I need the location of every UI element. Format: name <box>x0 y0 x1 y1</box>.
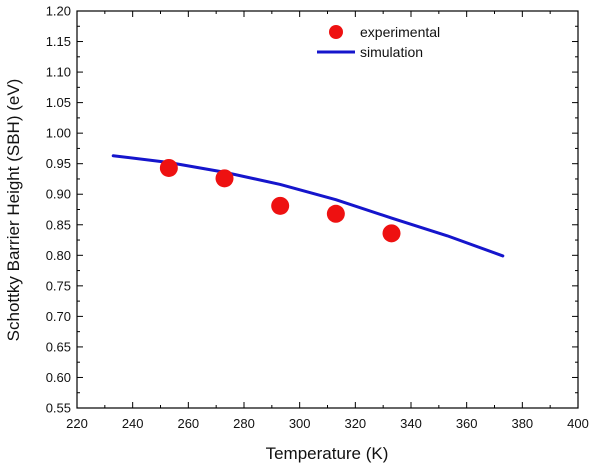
y-tick-label: 0.65 <box>46 339 71 354</box>
x-ticks: 220 240 260 280 300 320 340 360 380 400 <box>66 11 589 431</box>
x-tick-label: 340 <box>400 416 422 431</box>
x-tick-label: 380 <box>511 416 533 431</box>
x-tick-label: 360 <box>456 416 478 431</box>
y-tick-label: 0.80 <box>46 248 71 263</box>
y-tick-label: 0.95 <box>46 156 71 171</box>
legend-simulation-label: simulation <box>360 44 423 60</box>
legend: experimental simulation <box>317 24 440 60</box>
x-tick-label: 240 <box>122 416 144 431</box>
simulation-line <box>111 154 505 258</box>
x-tick-label: 220 <box>66 416 88 431</box>
x-tick-label: 300 <box>289 416 311 431</box>
y-axis-title: Schottky Barrier Height (SBH) (eV) <box>4 79 23 342</box>
y-tick-label: 1.10 <box>46 65 71 80</box>
x-tick-label: 400 <box>567 416 589 431</box>
experimental-point <box>215 169 234 188</box>
x-tick-label: 320 <box>344 416 366 431</box>
legend-experimental-label: experimental <box>360 24 440 40</box>
experimental-point <box>159 158 178 177</box>
x-tick-label: 260 <box>177 416 199 431</box>
x-axis-title: Temperature (K) <box>266 444 389 463</box>
y-tick-label: 0.85 <box>46 217 71 232</box>
experimental-point <box>271 196 290 215</box>
plot-content <box>111 154 505 258</box>
plot-frame <box>76 10 579 409</box>
y-tick-label: 0.90 <box>46 187 71 202</box>
y-tick-label: 1.15 <box>46 34 71 49</box>
y-tick-label: 1.05 <box>46 95 71 110</box>
y-tick-label: 0.55 <box>46 401 71 416</box>
y-ticks: 0.55 0.60 0.65 0.70 0.75 0.80 0.85 0.90 0.95 1.00… <box>46 4 578 416</box>
y-tick-label: 0.70 <box>46 309 71 324</box>
legend-experimental-marker <box>329 25 343 39</box>
y-tick-label: 0.75 <box>46 278 71 293</box>
y-tick-label: 1.20 <box>46 4 71 19</box>
y-tick-label: 0.60 <box>46 370 71 385</box>
x-tick-label: 280 <box>233 416 255 431</box>
experimental-point <box>326 204 345 223</box>
experimental-point <box>382 224 401 243</box>
y-tick-label: 1.00 <box>46 126 71 141</box>
